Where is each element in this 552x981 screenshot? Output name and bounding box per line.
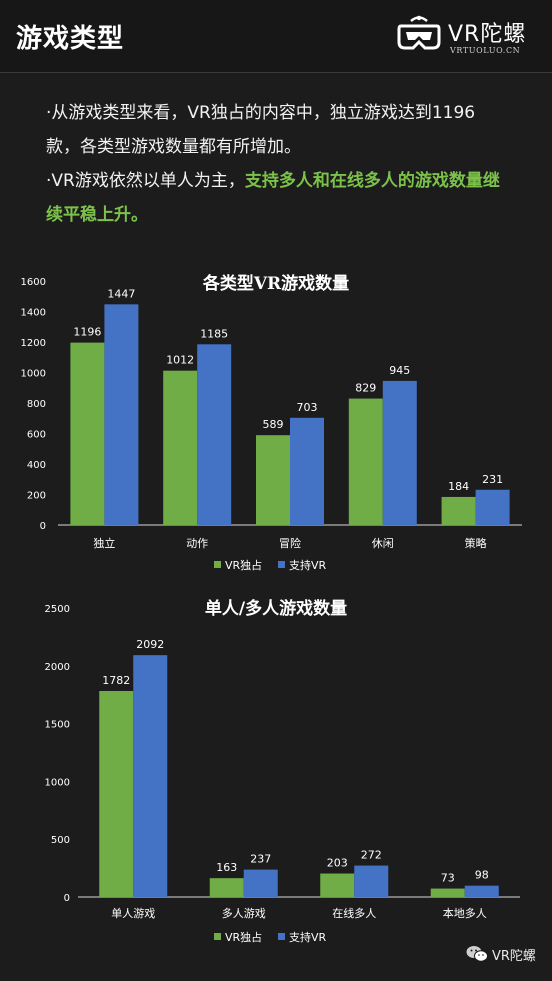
x-category-label: 动作 bbox=[186, 537, 208, 550]
y-tick-label: 500 bbox=[51, 835, 70, 846]
chart-title: 单人/多人游戏数量 bbox=[205, 598, 347, 619]
bar-vr-exclusive bbox=[256, 435, 290, 525]
legend-label: 支持VR bbox=[289, 930, 327, 944]
player-mode-bar-chart: 单人/多人游戏数量 0 500 1000 1500 2000 2500 单人游戏 1782 209… bbox=[0, 590, 552, 955]
bar-vr-support bbox=[382, 380, 417, 525]
bar-vr-support bbox=[104, 304, 139, 525]
x-category-label: 多人游戏 bbox=[222, 906, 266, 920]
bar-vr-exclusive bbox=[70, 342, 105, 525]
data-label: 829 bbox=[355, 382, 376, 395]
bar-vr-support bbox=[133, 655, 168, 897]
data-label: 272 bbox=[361, 849, 382, 862]
bar-vr-support bbox=[464, 885, 499, 897]
intro-line-2-plain: ·VR游戏依然以单人为主， bbox=[46, 171, 245, 191]
data-label: 203 bbox=[327, 857, 348, 870]
bar-vr-support bbox=[354, 865, 389, 897]
legend-swatch bbox=[278, 933, 285, 940]
bar-vr-support bbox=[290, 417, 324, 525]
y-tick-label: 2500 bbox=[45, 604, 70, 615]
y-tick-label: 600 bbox=[27, 430, 46, 441]
data-label: 945 bbox=[389, 364, 410, 377]
y-tick-label: 1600 bbox=[21, 277, 46, 288]
chart-title: 各类型VR游戏数量 bbox=[202, 273, 349, 294]
logo-subtext: VRTUOLUO.CN bbox=[450, 46, 521, 55]
y-tick-label: 200 bbox=[27, 491, 46, 502]
genre-bar-chart-svg: 各类型VR游戏数量 0 200 400 600 800 1000 1200 1400 1600 独立… bbox=[21, 273, 522, 572]
legend-label: VR独占 bbox=[225, 558, 262, 572]
bar-vr-exclusive bbox=[348, 398, 383, 525]
logo-text: VR陀螺 bbox=[448, 22, 527, 47]
wechat-icon bbox=[466, 946, 488, 962]
legend-label: 支持VR bbox=[289, 558, 327, 572]
x-category-label: 策略 bbox=[465, 536, 487, 550]
y-tick-label: 1400 bbox=[21, 308, 46, 319]
bar-vr-support bbox=[475, 489, 510, 525]
data-label: 1447 bbox=[107, 287, 135, 300]
data-label: 184 bbox=[448, 480, 469, 493]
data-label: 237 bbox=[250, 853, 271, 866]
intro-line-2-highlight: 支持多人和在线多人的游戏数量继续平稳上升。 bbox=[46, 171, 500, 225]
data-label: 1782 bbox=[102, 674, 130, 687]
bar-vr-exclusive bbox=[320, 873, 355, 897]
bar-vr-exclusive bbox=[441, 496, 476, 525]
x-category-label: 冒险 bbox=[279, 536, 301, 550]
x-category-label: 本地多人 bbox=[443, 906, 487, 920]
bar-vr-exclusive bbox=[430, 888, 465, 897]
player-mode-bar-chart-svg: 单人/多人游戏数量 0 500 1000 1500 2000 2500 单人游戏 1782 209… bbox=[45, 598, 520, 944]
genre-bar-chart: 各类型VR游戏数量 0 200 400 600 800 1000 1200 1400 1600 独立… bbox=[0, 262, 552, 587]
data-label: 231 bbox=[482, 473, 503, 486]
data-label: 2092 bbox=[136, 638, 164, 651]
legend-swatch bbox=[278, 561, 285, 568]
legend-label: VR独占 bbox=[225, 930, 262, 944]
data-label: 73 bbox=[441, 872, 455, 885]
y-tick-label: 1500 bbox=[45, 720, 70, 731]
footer-badge: VR陀螺 bbox=[466, 944, 536, 964]
y-tick-label: 2000 bbox=[45, 662, 70, 673]
intro-line-1: ·从游戏类型来看，VR独占的内容中，独立游戏达到1196款，各类型游戏数量都有所… bbox=[46, 103, 476, 157]
legend-swatch bbox=[214, 933, 221, 940]
x-category-label: 单人游戏 bbox=[111, 907, 155, 920]
y-tick-label: 1000 bbox=[21, 369, 46, 380]
bar-vr-exclusive bbox=[163, 370, 198, 525]
intro-line-2: ·VR游戏依然以单人为主，支持多人和在线多人的游戏数量继续平稳上升。 bbox=[46, 164, 506, 232]
x-category-label: 休闲 bbox=[372, 536, 394, 550]
header-bar: 游戏类型 VR陀螺 VRTUOLUO.CN bbox=[0, 0, 552, 73]
x-category-label: 独立 bbox=[93, 536, 115, 550]
x-category-label: 在线多人 bbox=[332, 906, 376, 920]
data-label: 98 bbox=[475, 869, 489, 882]
data-label: 163 bbox=[216, 861, 237, 874]
data-label: 703 bbox=[297, 401, 318, 414]
brand-logo: VR陀螺 VRTUOLUO.CN bbox=[396, 10, 546, 64]
y-tick-label: 400 bbox=[27, 460, 46, 471]
page-title: 游戏类型 bbox=[16, 24, 125, 54]
bar-vr-support bbox=[243, 869, 278, 897]
y-tick-label: 0 bbox=[64, 893, 70, 904]
bar-vr-exclusive bbox=[99, 691, 134, 897]
data-label: 1196 bbox=[73, 326, 101, 339]
bar-vr-exclusive bbox=[209, 878, 244, 897]
intro-text: ·从游戏类型来看，VR独占的内容中，独立游戏达到1196款，各类型游戏数量都有所… bbox=[46, 96, 506, 232]
bar-vr-support bbox=[197, 344, 232, 525]
vr-headset-logo-icon bbox=[397, 15, 441, 50]
data-label: 1185 bbox=[200, 327, 228, 340]
y-tick-label: 1000 bbox=[45, 777, 70, 788]
data-label: 589 bbox=[263, 418, 284, 431]
y-tick-label: 0 bbox=[40, 521, 46, 532]
y-tick-label: 800 bbox=[27, 399, 46, 410]
y-tick-label: 1200 bbox=[21, 338, 46, 349]
data-label: 1012 bbox=[166, 354, 194, 367]
footer-text: VR陀螺 bbox=[492, 948, 536, 964]
legend-swatch bbox=[214, 561, 221, 568]
